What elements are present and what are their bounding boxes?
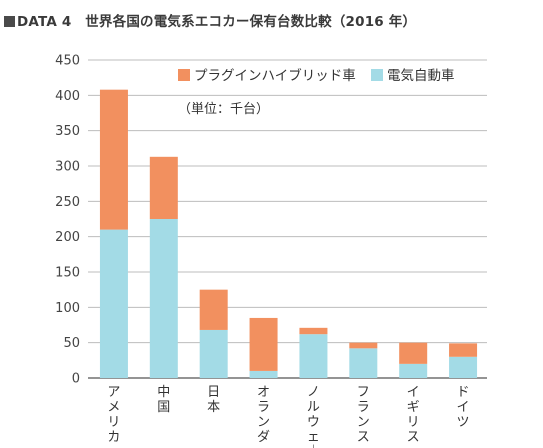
title-square-icon	[4, 16, 15, 27]
y-tick-label: 200	[55, 230, 80, 245]
y-axis-tick-labels: 0 50 100 150 200 250 300 350 400 450	[55, 54, 80, 387]
legend: プラグインハイブリッド車 電気自動車	[178, 67, 455, 84]
bar-ev-5	[349, 348, 378, 378]
grid-lines	[88, 59, 487, 379]
y-tick-label: 250	[55, 195, 80, 210]
bar-ev-0	[99, 229, 128, 378]
category-label: ノルウェ｜	[307, 385, 320, 448]
bar-ev-1	[149, 219, 178, 378]
legend-swatch	[178, 69, 190, 81]
y-tick-label: 0	[72, 372, 80, 387]
category-label: 日本	[207, 385, 220, 415]
bars	[99, 89, 478, 378]
y-tick-label: 150	[55, 266, 80, 281]
category-label: ドイツ	[457, 385, 470, 430]
bar-phev-4	[299, 327, 328, 335]
legend-swatch	[371, 69, 383, 81]
unit-note: （単位：千台）	[178, 101, 269, 117]
bar-phev-2	[199, 289, 228, 330]
category-label: 中国	[157, 385, 170, 415]
bar-phev-5	[349, 342, 378, 349]
category-label: イギリス	[407, 385, 420, 445]
y-tick-label: 100	[55, 301, 80, 316]
chart-title: 世界各国の電気系エコカー保有台数比較（2016 年）	[85, 14, 417, 30]
bar-phev-7	[449, 343, 478, 357]
y-tick-label: 350	[55, 124, 80, 139]
bar-phev-0	[99, 89, 128, 230]
bar-phev-3	[249, 317, 278, 371]
bar-ev-4	[299, 334, 328, 378]
bar-phev-6	[399, 342, 428, 364]
category-label: フランス	[357, 385, 370, 445]
category-labels: アメリカ 中国 日本 オランダ ノルウェ｜ フランス イギリス ドイツ	[107, 385, 469, 448]
y-tick-label: 400	[55, 89, 80, 104]
data-label: DATA 4	[17, 14, 72, 30]
bar-ev-2	[199, 329, 228, 378]
bar-ev-6	[399, 363, 428, 378]
bar-ev-3	[249, 370, 278, 378]
chart-title-row: DATA 4 世界各国の電気系エコカー保有台数比較（2016 年）	[4, 10, 416, 30]
category-label: オランダ	[257, 385, 270, 445]
bar-ev-7	[449, 356, 478, 378]
legend-label: 電気自動車	[387, 68, 455, 84]
y-tick-label: 50	[63, 336, 80, 351]
category-label: アメリカ	[107, 385, 120, 445]
y-tick-label: 450	[55, 54, 80, 69]
bar-phev-1	[149, 156, 178, 219]
y-tick-label: 300	[55, 160, 80, 175]
legend-label: プラグインハイブリッド車	[194, 67, 356, 84]
